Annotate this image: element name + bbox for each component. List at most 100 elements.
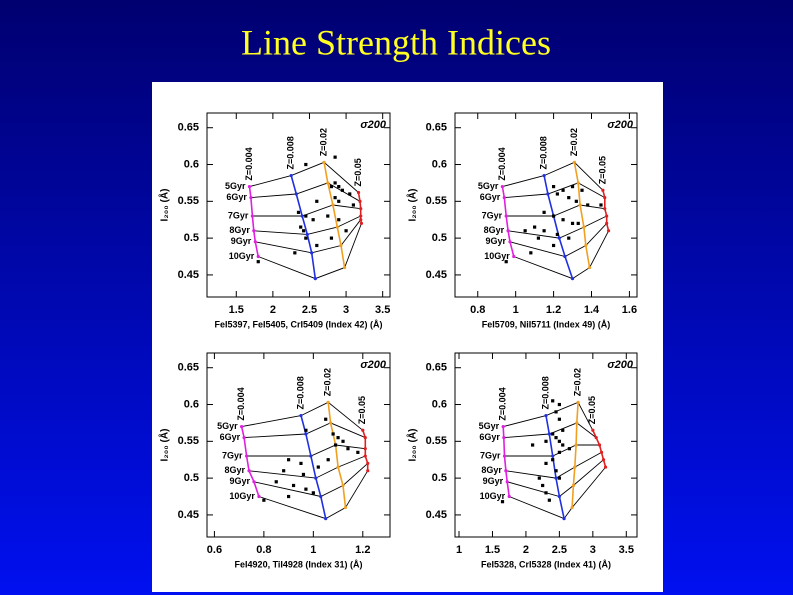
metallicity-label: Z=0.05 [357, 396, 367, 424]
model-point [501, 425, 505, 429]
model-point [359, 221, 364, 225]
model-point [500, 185, 504, 189]
plot-frame [206, 352, 391, 538]
x-tick-label: 1.2 [546, 304, 561, 316]
model-point [502, 436, 506, 440]
model-point [257, 494, 261, 499]
model-point [544, 413, 548, 418]
data-point [551, 214, 556, 218]
model-point [294, 192, 298, 196]
model-point [557, 494, 561, 499]
data-point [567, 196, 571, 200]
x-tick-label: 0.6 [207, 544, 222, 556]
model-point [594, 436, 598, 440]
age-line [504, 182, 606, 199]
annotation: σ200 [360, 359, 387, 371]
age-line [513, 230, 609, 280]
age-line [252, 204, 361, 217]
y-axis-label: I₂₀₀ (Å) [406, 189, 419, 222]
data-point [351, 203, 355, 207]
data-point [337, 199, 341, 203]
data-point [504, 260, 508, 264]
data-point [315, 199, 319, 203]
data-point [256, 260, 260, 264]
x-axis-label: FeI4920, TiI4928 (Index 31) (Å) [235, 559, 363, 569]
data-point [555, 192, 559, 196]
model-point [359, 218, 363, 222]
x-tick-label: 3 [590, 544, 596, 556]
data-point [544, 461, 548, 465]
model-point [576, 181, 580, 185]
age-line [506, 204, 605, 217]
model-point [554, 476, 558, 480]
data-point [542, 229, 546, 233]
data-point [311, 218, 315, 222]
data-point [316, 465, 320, 469]
metallicity-line [573, 162, 591, 268]
data-point [557, 450, 561, 454]
model-point [359, 214, 363, 218]
data-point [544, 491, 548, 495]
age-label: 7Gyr [228, 210, 249, 220]
model-point [326, 181, 330, 185]
metallicity-line [323, 162, 346, 268]
data-point [344, 229, 348, 233]
model-point [363, 447, 367, 451]
data-point [329, 236, 334, 240]
age-line [250, 182, 361, 202]
age-label: 7Gyr [222, 450, 243, 460]
metallicity-label: Z=0.008 [286, 136, 296, 169]
age-label: 6Gyr [220, 432, 241, 442]
model-point [504, 214, 508, 218]
data-point [541, 483, 545, 488]
data-point [296, 210, 301, 214]
model-point [331, 203, 335, 207]
model-point [329, 421, 333, 425]
metallicity-label: Z=0.008 [540, 376, 550, 409]
data-point [293, 251, 297, 255]
data-point [561, 218, 565, 222]
age-line [241, 401, 364, 431]
data-point [567, 236, 571, 240]
model-point [547, 432, 551, 436]
age-label: 6Gyr [479, 432, 500, 442]
model-point [336, 465, 340, 469]
age-label: 10Gyr [484, 251, 510, 261]
metallicity-line [502, 426, 510, 497]
age-label: 10Gyr [229, 491, 255, 501]
data-point [557, 417, 561, 421]
data-point [291, 483, 296, 488]
metallicity-line [290, 175, 317, 279]
model-point [309, 454, 313, 458]
data-point [282, 469, 286, 473]
data-point [554, 410, 558, 414]
y-tick-label: 0.6 [184, 158, 199, 170]
x-tick-label: 1 [456, 544, 462, 556]
data-point [554, 436, 558, 440]
y-tick-label: 0.55 [178, 435, 199, 447]
model-point [242, 436, 246, 440]
data-point [580, 188, 584, 192]
data-point [274, 480, 278, 484]
model-point [507, 494, 511, 499]
model-point [363, 436, 367, 440]
age-label: 10Gyr [229, 251, 255, 261]
age-line [503, 422, 597, 439]
annotation: σ200 [607, 359, 634, 371]
age-label: 5Gyr [217, 421, 238, 431]
x-tick-label: 3 [343, 304, 349, 316]
data-point [537, 476, 541, 480]
x-tick-label: 1.5 [229, 304, 244, 316]
metallicity-line [501, 186, 515, 257]
age-label: 5Gyr [479, 421, 500, 431]
age-label: 5Gyr [225, 181, 246, 191]
metallicity-line [543, 175, 574, 279]
data-point [356, 450, 360, 454]
model-point [324, 517, 328, 521]
model-point [591, 428, 595, 432]
model-point [578, 203, 582, 207]
age-label: 9Gyr [483, 476, 504, 486]
data-point [551, 458, 555, 462]
model-point [601, 458, 606, 462]
data-point [299, 225, 303, 229]
